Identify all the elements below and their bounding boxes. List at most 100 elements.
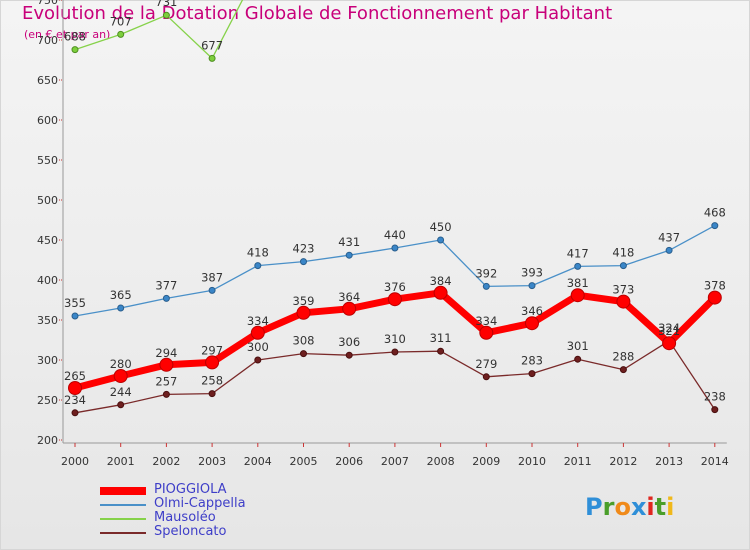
y-tick-label: 200 xyxy=(37,434,58,447)
data-label: 418 xyxy=(612,246,634,260)
data-point xyxy=(479,325,494,340)
y-tick-label: 750 xyxy=(37,0,58,7)
data-label: 334 xyxy=(475,314,497,328)
data-point xyxy=(525,316,539,331)
chart-subtitle: (en € et par an) xyxy=(24,28,111,41)
data-label: 387 xyxy=(201,270,223,284)
data-point xyxy=(662,336,677,351)
data-point xyxy=(528,370,536,378)
x-tick-label: 2012 xyxy=(609,455,637,468)
data-label: 707 xyxy=(110,14,132,28)
data-label: 376 xyxy=(384,280,406,294)
data-point xyxy=(113,369,128,383)
legend-label: Mausoléo xyxy=(154,510,216,525)
data-label: 431 xyxy=(338,235,360,249)
data-point xyxy=(162,294,170,302)
data-point xyxy=(254,262,262,270)
y-tick-label: 500 xyxy=(37,194,58,207)
data-label: 423 xyxy=(293,242,315,256)
data-point xyxy=(208,390,216,398)
data-label: 450 xyxy=(430,220,452,234)
data-point xyxy=(391,244,399,252)
y-tick-label: 300 xyxy=(37,354,58,367)
data-label: 378 xyxy=(704,279,726,293)
data-label: 677 xyxy=(201,38,223,52)
y-tick-label: 350 xyxy=(37,314,58,327)
y-tick-label: 250 xyxy=(37,394,58,407)
data-label: 306 xyxy=(338,335,360,349)
data-label: 334 xyxy=(247,314,269,328)
data-label: 468 xyxy=(704,206,726,220)
x-tick-label: 2014 xyxy=(701,455,729,468)
data-label: 440 xyxy=(384,228,406,242)
data-label: 279 xyxy=(475,357,497,371)
data-point xyxy=(208,54,216,62)
data-point xyxy=(71,409,79,417)
data-point xyxy=(574,355,582,363)
data-label: 373 xyxy=(612,283,634,297)
brand-logo-letter: t xyxy=(654,493,667,521)
data-label: 417 xyxy=(567,246,589,260)
data-point xyxy=(437,236,445,244)
data-point xyxy=(250,325,265,340)
data-label: 324 xyxy=(658,321,680,335)
data-label: 283 xyxy=(521,354,543,368)
data-label: 346 xyxy=(521,304,543,318)
data-point xyxy=(117,304,125,312)
data-point xyxy=(437,347,445,355)
data-point xyxy=(707,290,722,305)
brand-logo-letter: P xyxy=(585,493,603,521)
legend-label: PIOGGIOLA xyxy=(154,482,227,497)
data-point xyxy=(619,366,627,374)
x-tick-label: 2000 xyxy=(61,455,89,468)
x-tick-label: 2002 xyxy=(152,455,180,468)
data-point xyxy=(711,406,719,414)
x-tick-label: 2005 xyxy=(290,455,318,468)
data-point xyxy=(345,351,353,359)
data-point xyxy=(117,401,125,409)
data-label: 301 xyxy=(567,339,589,353)
x-tick-label: 2013 xyxy=(655,455,683,468)
data-label: 258 xyxy=(201,374,223,388)
x-tick-label: 2008 xyxy=(427,455,455,468)
data-point xyxy=(619,262,627,270)
data-point xyxy=(391,348,399,356)
data-point xyxy=(296,305,311,320)
brand-logo-letter: r xyxy=(602,493,615,521)
data-label: 294 xyxy=(155,346,177,360)
data-point xyxy=(528,282,536,290)
data-label: 392 xyxy=(475,266,497,280)
data-point xyxy=(159,357,174,372)
data-label: 377 xyxy=(155,278,177,292)
data-point xyxy=(570,288,585,303)
x-tick-label: 2007 xyxy=(381,455,409,468)
data-point xyxy=(345,251,353,259)
legend-swatch xyxy=(100,532,146,534)
data-point xyxy=(68,381,82,395)
series-line-mausoléo xyxy=(74,0,244,60)
data-label: 257 xyxy=(155,374,177,388)
data-point xyxy=(71,46,79,54)
data-point xyxy=(162,11,170,19)
legend-item: Speloncato xyxy=(100,524,360,540)
data-point xyxy=(254,356,262,364)
data-label: 437 xyxy=(658,230,680,244)
legend-item: PIOGGIOLA xyxy=(100,482,360,498)
data-point xyxy=(208,286,216,294)
brand-logo-letter: i xyxy=(666,493,675,521)
data-point xyxy=(616,294,631,309)
data-label: 297 xyxy=(201,343,223,357)
y-tick-label: 550 xyxy=(37,154,58,167)
x-tick-label: 2001 xyxy=(107,455,135,468)
data-point xyxy=(433,285,448,300)
legend-label: Olmi-Cappella xyxy=(154,496,246,511)
data-label: 355 xyxy=(64,296,86,310)
data-label: 244 xyxy=(110,385,132,399)
data-label: 365 xyxy=(110,288,132,302)
y-tick-label: 650 xyxy=(37,74,58,87)
x-tick-label: 2003 xyxy=(198,455,226,468)
x-tick-label: 2011 xyxy=(564,455,592,468)
legend-swatch xyxy=(100,518,146,520)
brand-logo-letter: x xyxy=(630,493,647,521)
